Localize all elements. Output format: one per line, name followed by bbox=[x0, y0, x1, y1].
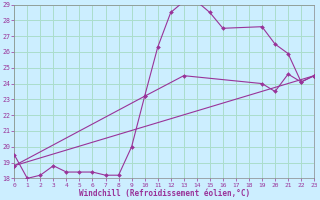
X-axis label: Windchill (Refroidissement éolien,°C): Windchill (Refroidissement éolien,°C) bbox=[79, 189, 250, 198]
